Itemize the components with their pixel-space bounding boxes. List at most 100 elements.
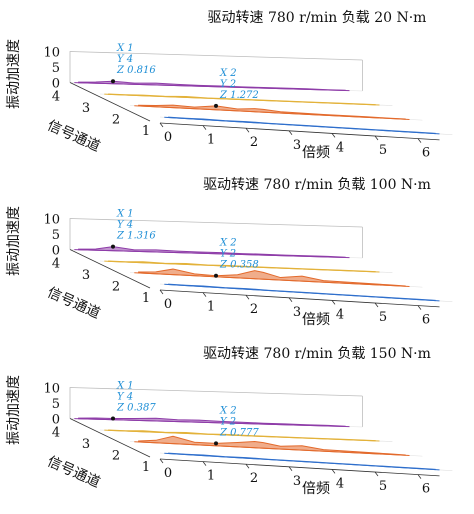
x-tick-label: 6 bbox=[422, 146, 430, 161]
z-tick-label: 10 bbox=[43, 382, 60, 397]
x-tick-label: 5 bbox=[379, 143, 387, 158]
x-tick-mark bbox=[202, 461, 207, 466]
x-tick-mark bbox=[331, 469, 336, 474]
series-baseline-2 bbox=[134, 105, 410, 120]
x-tick-mark bbox=[417, 138, 422, 143]
back-wall bbox=[69, 218, 363, 250]
series-baseline-2 bbox=[134, 441, 410, 456]
channel-tick-label: 2 bbox=[112, 113, 120, 128]
z-tick-label: 0 bbox=[52, 244, 60, 259]
x-tick-label: 5 bbox=[379, 479, 387, 494]
x-tick-label: 2 bbox=[250, 135, 258, 150]
x-tick-mark bbox=[417, 305, 422, 310]
chart-title: 驱动转速 780 r/min 负载 100 N·m bbox=[203, 177, 431, 193]
x-tick-label: 6 bbox=[422, 482, 430, 497]
x-tick-mark bbox=[159, 289, 164, 295]
x-tick-label: 4 bbox=[336, 307, 344, 322]
channel-axis-label: 信号通道 bbox=[45, 118, 103, 155]
channel-tick-label: 2 bbox=[112, 449, 120, 464]
x-tick-mark bbox=[202, 125, 207, 130]
z-tick-label: 0 bbox=[52, 413, 60, 428]
datatip-marker bbox=[214, 103, 218, 108]
x-tick-label: 3 bbox=[293, 305, 301, 320]
datatip-label: Z 1.316 bbox=[116, 231, 156, 242]
back-wall bbox=[69, 387, 363, 419]
series-baseline-3 bbox=[104, 93, 380, 106]
series-baseline-2 bbox=[134, 272, 410, 287]
z-tick-label: 5 bbox=[52, 397, 60, 412]
x-axis-label: 倍频 bbox=[302, 312, 330, 328]
x-tick-mark bbox=[417, 474, 422, 479]
channel-axis bbox=[69, 82, 151, 122]
x-axis-label: 倍频 bbox=[302, 481, 330, 497]
x-tick-mark bbox=[202, 292, 207, 297]
x-tick-label: 4 bbox=[336, 140, 344, 155]
channel-axis-label: 信号通道 bbox=[45, 454, 103, 491]
z-tick-label: 5 bbox=[52, 61, 60, 76]
datatip-label: Y 4 bbox=[117, 392, 133, 403]
datatip-label: Y 2 bbox=[220, 79, 236, 90]
x-tick-mark bbox=[159, 458, 164, 464]
x-tick-mark bbox=[374, 135, 379, 141]
x-tick-label: 3 bbox=[293, 474, 301, 489]
x-tick-mark bbox=[288, 130, 293, 136]
x-tick-mark bbox=[331, 133, 336, 138]
z-tick-label: 10 bbox=[43, 213, 60, 228]
datatip-marker bbox=[214, 273, 218, 278]
x-tick-mark bbox=[245, 294, 250, 300]
datatip-label: Z 0.358 bbox=[219, 260, 259, 271]
chart-title: 驱动转速 780 r/min 负载 20 N·m bbox=[208, 10, 427, 26]
x-axis-label: 倍频 bbox=[302, 145, 330, 161]
x-tick-label: 0 bbox=[164, 130, 172, 145]
series-baseline-4 bbox=[74, 82, 350, 92]
x-axis bbox=[159, 122, 440, 141]
channel-axis bbox=[69, 418, 151, 458]
datatip-label: X 2 bbox=[219, 68, 237, 79]
x-tick-mark bbox=[288, 466, 293, 472]
channel-tick-label: 3 bbox=[82, 268, 90, 283]
datatip-label: Z 0.387 bbox=[116, 403, 156, 414]
chart-title: 驱动转速 780 r/min 负载 150 N·m bbox=[203, 346, 431, 362]
datatip-marker bbox=[111, 244, 115, 249]
datatip-marker bbox=[214, 441, 218, 446]
series-baseline-4 bbox=[74, 418, 350, 428]
x-tick-mark bbox=[245, 463, 250, 469]
datatip-label: Y 4 bbox=[117, 54, 133, 65]
channel-tick-label: 4 bbox=[52, 257, 60, 272]
series-baseline-1 bbox=[164, 452, 440, 471]
channel-tick-label: 1 bbox=[142, 124, 150, 139]
x-tick-label: 1 bbox=[207, 300, 215, 315]
z-tick-label: 10 bbox=[43, 46, 60, 61]
x-tick-label: 0 bbox=[164, 466, 172, 481]
z-tick-label: 0 bbox=[52, 77, 60, 92]
channel-tick-label: 3 bbox=[82, 101, 90, 116]
x-tick-mark bbox=[331, 300, 336, 305]
series-baseline-1 bbox=[164, 116, 440, 135]
x-tick-mark bbox=[245, 127, 250, 133]
z-tick-label: 5 bbox=[52, 228, 60, 243]
x-tick-label: 1 bbox=[207, 133, 215, 148]
x-tick-label: 2 bbox=[250, 471, 258, 486]
x-tick-label: 5 bbox=[379, 310, 387, 325]
channel-axis-label: 信号通道 bbox=[45, 285, 103, 322]
channel-tick-label: 2 bbox=[112, 280, 120, 295]
x-tick-label: 6 bbox=[422, 313, 430, 328]
datatip-label: Y 2 bbox=[220, 249, 236, 260]
x-tick-mark bbox=[159, 122, 164, 128]
datatip-label: X 2 bbox=[219, 238, 237, 249]
datatip-label: Y 4 bbox=[117, 220, 133, 231]
x-tick-mark bbox=[374, 302, 379, 308]
z-axis-label: 振动加速度 bbox=[6, 39, 22, 109]
datatip-label: Y 2 bbox=[220, 416, 236, 427]
datatip-label: Z 1.272 bbox=[219, 90, 259, 101]
x-tick-label: 3 bbox=[293, 138, 301, 153]
datatip-marker bbox=[111, 79, 115, 84]
channel-tick-label: 1 bbox=[142, 291, 150, 306]
datatip-label: X 1 bbox=[116, 209, 134, 220]
z-axis-label: 振动加速度 bbox=[6, 375, 22, 445]
channel-axis bbox=[69, 249, 151, 289]
x-tick-mark bbox=[374, 471, 379, 477]
